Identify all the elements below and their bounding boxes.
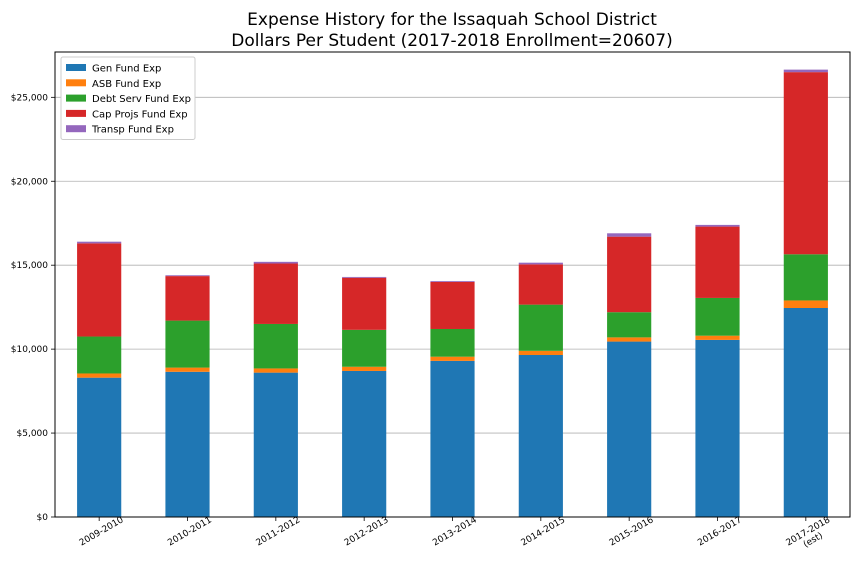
bar-segment <box>342 277 387 330</box>
legend-label: ASB Fund Exp <box>92 79 161 90</box>
legend-label: Debt Serv Fund Exp <box>92 94 191 105</box>
x-tick-label-line: 2012-2013 <box>343 515 390 548</box>
bar-segment <box>695 297 740 336</box>
bar-segment <box>695 226 740 298</box>
x-tick-label-line: 2011-2012 <box>255 515 302 548</box>
bar-segment <box>695 335 740 340</box>
bar-segment <box>342 276 387 278</box>
bar-segment <box>518 262 563 265</box>
bar-segment <box>430 360 475 517</box>
bar-segment <box>518 355 563 517</box>
bar-segment <box>77 373 122 378</box>
x-tick-label-line: 2015-2016 <box>608 515 656 548</box>
x-tick-label: 2012-2013 <box>343 515 390 548</box>
bar-segment <box>430 356 475 361</box>
bar-segment <box>342 370 387 517</box>
legend-swatch <box>66 125 86 133</box>
bar-segment <box>430 328 475 357</box>
bar-segment <box>607 236 652 313</box>
legend: Gen Fund Exp ASB Fund Exp Debt Serv Fund E… <box>60 56 196 140</box>
x-tick-label: 2011-2012 <box>255 515 302 548</box>
bar-segment <box>607 233 652 237</box>
y-tick-label: $10,000 <box>11 345 48 355</box>
y-tick-label: $15,000 <box>11 261 48 271</box>
x-tick-label-line: 2010-2011 <box>166 515 213 548</box>
y-tick-label: $5,000 <box>17 429 49 439</box>
bar-segment <box>165 371 210 517</box>
bar-segment <box>783 72 828 255</box>
bar-segment <box>342 329 387 367</box>
chart-title-line-2: Dollars Per Student (2017-2018 Enrollmen… <box>231 31 673 51</box>
bar-segment <box>607 337 652 342</box>
bar-segment <box>518 350 563 356</box>
legend-label: Gen Fund Exp <box>92 64 161 75</box>
x-tick-label: 2013-2014 <box>431 515 479 548</box>
y-axis: $0 $5,000 $10,000 $15,000 $20,000 $25,000 <box>11 93 55 523</box>
x-tick-label: 2009-2010 <box>78 515 126 548</box>
bar-segment <box>165 367 210 372</box>
bar-segment <box>165 320 210 368</box>
bar-segment <box>607 341 652 517</box>
x-tick-label-line: 2014-2015 <box>520 515 567 548</box>
bar-segment <box>695 339 740 517</box>
bar-segment <box>342 366 387 371</box>
legend-box <box>60 56 196 140</box>
x-tick-label: 2017-2018(est) <box>785 515 838 557</box>
bar-segment <box>783 300 828 309</box>
bar-segment <box>783 254 828 301</box>
y-tick-label: $20,000 <box>11 177 48 187</box>
x-tick-label: 2015-2016 <box>608 515 656 548</box>
x-tick-label-line: 2009-2010 <box>78 515 126 548</box>
legend-swatch <box>66 109 86 117</box>
x-tick-label: 2010-2011 <box>166 515 213 548</box>
bar-segment <box>607 312 652 338</box>
legend-swatch <box>66 79 86 87</box>
bar-segment <box>253 372 298 517</box>
legend-swatch <box>66 64 86 71</box>
y-tick-label: $0 <box>37 513 49 523</box>
x-tick-label: 2014-2015 <box>520 515 567 548</box>
legend-swatch <box>66 94 86 102</box>
y-tick-label: $25,000 <box>11 93 48 103</box>
bar-segment <box>430 281 475 329</box>
bar-segment <box>77 336 122 374</box>
x-tick-label-line: 2016-2017 <box>696 515 743 548</box>
bar-segment <box>430 281 475 282</box>
bar-segment <box>253 261 298 264</box>
bar-segment <box>77 243 122 337</box>
bar-segment <box>695 224 740 227</box>
bar-segment <box>77 241 122 244</box>
bar-segment <box>165 275 210 277</box>
bar-segment <box>77 377 122 517</box>
bars <box>77 69 828 517</box>
bar-segment <box>783 69 828 73</box>
x-tick-label: 2016-2017 <box>696 515 743 548</box>
bar-segment <box>253 263 298 324</box>
x-tick-label-line: 2013-2014 <box>431 515 479 548</box>
x-axis: 2009-2010 2010-2011 2011-2012 2012-2013 2013… <box>78 515 838 557</box>
bar-segment <box>783 308 828 517</box>
legend-label: Transp Fund Exp <box>91 125 174 136</box>
bar-segment <box>165 276 210 321</box>
bar-segment <box>253 323 298 369</box>
bar-segment <box>518 304 563 351</box>
legend-label: Cap Projs Fund Exp <box>92 109 188 120</box>
chart-title-line-1: Expense History for the Issaquah School … <box>247 10 657 30</box>
bar-segment <box>253 368 298 373</box>
bar-segment <box>518 264 563 305</box>
